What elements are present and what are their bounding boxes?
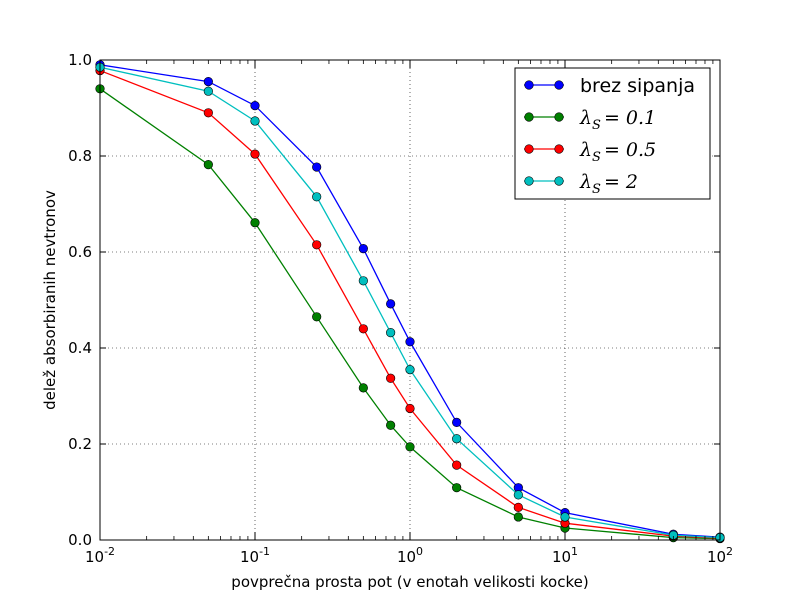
data-point	[513, 502, 523, 512]
data-point	[405, 403, 415, 414]
y-tick-label: 0.6	[68, 243, 92, 261]
legend-label: λS = 2	[579, 171, 638, 197]
x-axis-label: povprečna prosta pot (v enotah velikosti…	[231, 573, 588, 591]
legend-box	[514, 67, 711, 200]
data-point	[452, 483, 462, 493]
data-point	[386, 328, 396, 338]
ticks: 0.0 0.2 0.4 0.6 0.8 1.0 10-2 10-1 100 101 102	[68, 51, 733, 566]
legend-entry: λS = 0.5	[524, 139, 656, 165]
data-point	[250, 218, 260, 228]
data-point	[386, 420, 396, 430]
data-point	[358, 244, 368, 254]
legend-marker	[524, 176, 534, 186]
y-tick-label: 0.0	[68, 531, 92, 549]
data-point	[312, 240, 322, 250]
series-line-3	[99, 66, 721, 539]
x-tick-label: 101	[552, 545, 578, 566]
legend-entry: λS = 0.1	[524, 107, 656, 133]
data-point	[203, 108, 213, 118]
legend-entry: λS = 2	[524, 171, 638, 197]
data-point	[250, 116, 260, 126]
legend-marker	[554, 112, 564, 122]
data-point	[560, 512, 570, 522]
legend-marker	[554, 80, 564, 90]
data-point	[452, 460, 462, 470]
data-point	[386, 299, 396, 309]
x-tick-label: 100	[397, 545, 423, 566]
legend-entry: brez sipanja	[524, 75, 695, 97]
legend-marker	[524, 112, 534, 122]
legend: brez sipanja λS = 0.1 λS = 0.5 λS = 2	[514, 67, 711, 200]
y-axis-label: delež absorbiranih nevtronov	[41, 190, 59, 410]
data-point	[358, 324, 368, 334]
data-point	[452, 434, 462, 444]
data-point	[250, 149, 260, 159]
legend-label: λS = 0.5	[579, 139, 656, 165]
data-point	[358, 276, 368, 286]
data-point	[358, 383, 368, 393]
legend-marker	[554, 176, 564, 186]
x-tick-label: 102	[707, 545, 733, 566]
legend-label: brez sipanja	[580, 75, 695, 97]
series-line-0	[99, 64, 721, 538]
data-point	[312, 192, 322, 202]
legend-label: λS = 0.1	[579, 107, 656, 133]
series-line-1	[99, 88, 721, 540]
data-point	[386, 373, 396, 383]
data-point	[405, 442, 415, 452]
data-point	[513, 512, 523, 522]
data-point	[452, 417, 462, 428]
legend-marker	[524, 144, 534, 154]
data-point	[405, 365, 415, 375]
y-tick-label: 0.8	[68, 147, 92, 165]
legend-marker	[524, 80, 534, 90]
y-tick-label: 0.4	[68, 339, 92, 357]
x-tick-label: 10-2	[85, 545, 115, 566]
data-point	[250, 100, 260, 111]
data-point	[203, 76, 213, 87]
data-point	[312, 312, 322, 322]
data-point	[312, 162, 322, 172]
series-line-2	[99, 69, 721, 539]
legend-marker	[554, 144, 564, 154]
data-point	[203, 160, 213, 170]
data-point	[513, 490, 523, 500]
y-tick-label: 1.0	[68, 51, 92, 69]
x-tick-label: 10-1	[240, 545, 270, 566]
data-point	[203, 86, 213, 96]
data-point	[405, 337, 415, 347]
y-tick-label: 0.2	[68, 435, 92, 453]
